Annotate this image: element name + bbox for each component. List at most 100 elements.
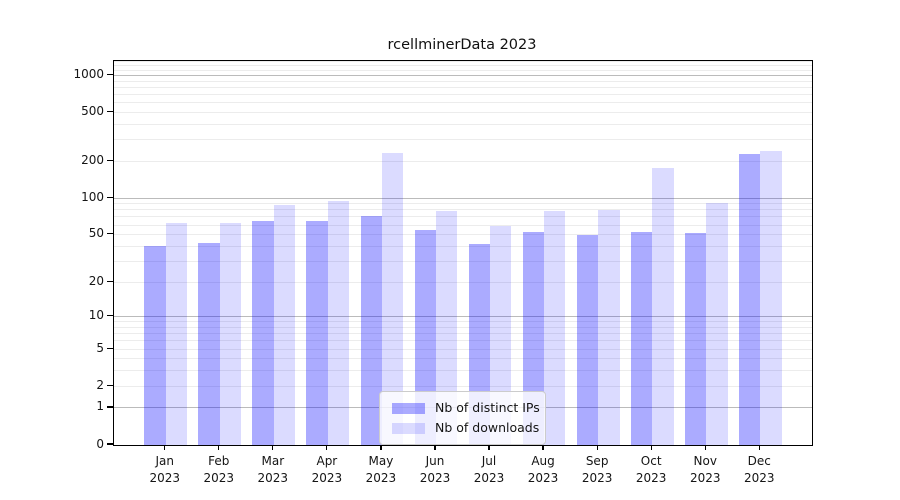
x-tick-year: 2023 [743, 470, 775, 485]
y-tick-label: 100 [81, 189, 104, 204]
gridline-minor [114, 65, 812, 67]
gridline-minor [114, 209, 812, 211]
gridline-minor [114, 139, 812, 141]
legend-swatch-downloads [392, 422, 425, 434]
y-tick-label: 5 [96, 340, 104, 355]
bar-downloads [544, 211, 566, 445]
gridline-minor [114, 326, 812, 328]
x-tick-year: 2023 [419, 470, 451, 485]
x-tick-month: Nov [693, 454, 717, 468]
y-tick-label: 20 [88, 273, 104, 288]
x-tick-year: 2023 [527, 470, 559, 485]
bar-distinct-ips [144, 246, 166, 445]
x-tick-year: 2023 [311, 470, 343, 485]
bar-distinct-ips [630, 231, 653, 445]
y-tick-mark [106, 384, 113, 386]
x-tick-month: May [368, 454, 394, 468]
grid-layer [114, 61, 812, 445]
gridline-minor [114, 123, 812, 125]
y-tick-label: 1000 [73, 66, 104, 81]
x-tick-mark [596, 445, 598, 450]
gridline-minor [114, 245, 812, 247]
x-tick-label: Aug 2023 [513, 453, 573, 486]
bar-downloads [219, 223, 242, 445]
bar-distinct-ips [360, 216, 382, 445]
plot-area: Nb of distinct IPs Nb of downloads [113, 60, 813, 446]
x-tick-label: Sep 2023 [567, 453, 627, 486]
x-tick-label: Apr 2023 [297, 453, 357, 486]
x-tick-mark [758, 445, 760, 450]
gridline-minor [114, 358, 812, 360]
gridline-minor [114, 260, 812, 262]
gridline-minor [114, 80, 812, 82]
y-tick-mark [106, 347, 113, 349]
bar-distinct-ips [252, 220, 274, 445]
bar-downloads [490, 225, 512, 445]
y-tick-mark [106, 280, 113, 282]
chart-title: rcellminerData 2023 [387, 37, 537, 53]
bar-distinct-ips [306, 220, 328, 445]
y-tick-mark [106, 233, 113, 235]
gridline-minor [114, 348, 812, 350]
legend-label-distinct-ips: Nb of distinct IPs [435, 400, 540, 415]
gridline-minor [114, 385, 812, 387]
x-tick-mark [704, 445, 706, 450]
x-tick-year: 2023 [365, 470, 397, 485]
x-tick-year: 2023 [689, 470, 721, 485]
x-tick-mark [164, 445, 166, 450]
gridline-minor [114, 234, 812, 236]
x-tick-month: Oct [640, 454, 662, 468]
x-tick-label: Jun 2023 [405, 453, 465, 486]
bar-downloads [381, 152, 404, 445]
y-tick-mark [106, 196, 113, 198]
x-tick-mark [380, 445, 382, 450]
x-tick-mark [218, 445, 220, 450]
x-tick-mark [542, 445, 544, 450]
x-tick-mark [488, 445, 490, 450]
bar-downloads [273, 205, 296, 445]
bar-distinct-ips [738, 154, 761, 445]
gridline-major [114, 74, 812, 76]
legend-item-downloads: Nb of downloads [392, 418, 539, 438]
x-tick-month: Apr [316, 454, 338, 468]
x-tick-month: Jan [155, 454, 174, 468]
gridline-minor [114, 93, 812, 95]
bar-distinct-ips [684, 232, 707, 445]
y-tick-mark [106, 159, 113, 161]
x-tick-mark [326, 445, 328, 450]
gridline-minor [114, 102, 812, 104]
gridline-minor [114, 321, 812, 323]
gridline-minor [114, 69, 812, 71]
y-tick-mark [106, 443, 113, 445]
y-tick-label: 0 [96, 436, 104, 451]
bar-downloads [435, 211, 458, 445]
x-tick-mark [650, 445, 652, 450]
x-tick-label: Mar 2023 [243, 453, 303, 486]
bar-downloads [760, 150, 782, 445]
bars-layer [114, 61, 812, 445]
bar-downloads [598, 209, 620, 445]
x-tick-month: Mar [261, 454, 285, 468]
bar-downloads [706, 203, 728, 445]
x-tick-label: Dec 2023 [729, 453, 789, 486]
x-tick-year: 2023 [581, 470, 613, 485]
x-tick-label: Jul 2023 [459, 453, 519, 486]
gridline-minor [114, 111, 812, 113]
y-tick-label: 2 [96, 377, 104, 392]
x-tick-year: 2023 [257, 470, 289, 485]
y-tick-mark [106, 406, 113, 408]
x-tick-mark [272, 445, 274, 450]
x-tick-mark [434, 445, 436, 450]
x-tick-year: 2023 [473, 470, 505, 485]
x-tick-month: Feb [208, 454, 230, 468]
legend-swatch-distinct-ips [392, 402, 425, 414]
gridline-minor [114, 333, 812, 335]
x-tick-label: Jan 2023 [135, 453, 195, 486]
x-tick-label: May 2023 [351, 453, 411, 486]
x-tick-label: Nov 2023 [675, 453, 735, 486]
gridline-minor [114, 370, 812, 372]
x-tick-label: Feb 2023 [189, 453, 249, 486]
gridline-minor [114, 160, 812, 162]
gridline-minor [114, 340, 812, 342]
